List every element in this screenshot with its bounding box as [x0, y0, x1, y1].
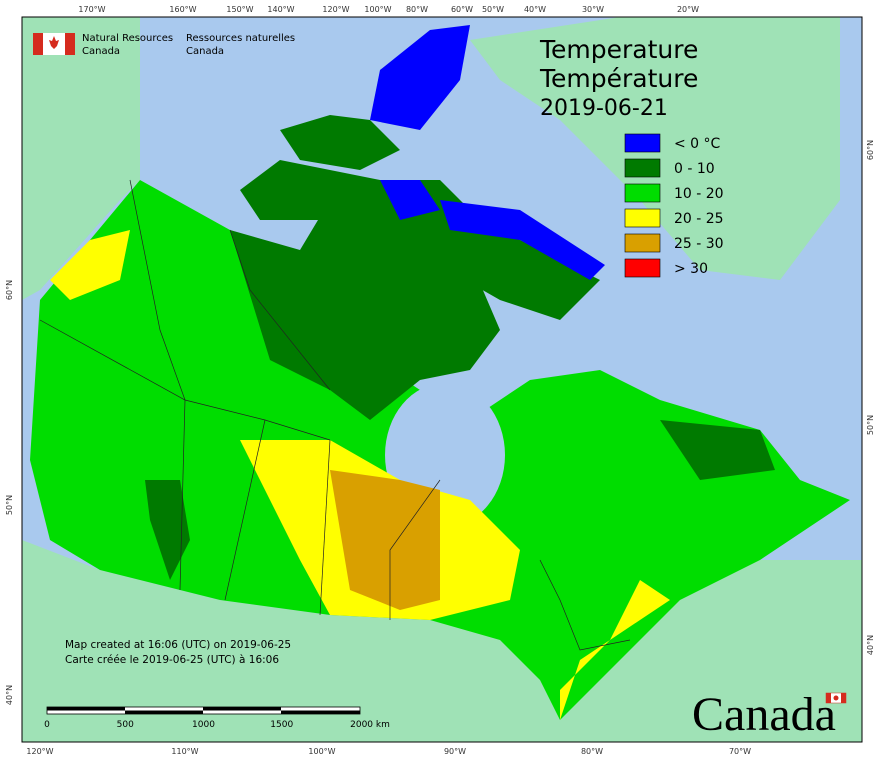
scale-labels: 0 500 1000 1500 2000 km: [44, 720, 390, 730]
legend-swatch: [624, 208, 661, 228]
legend-label: 0 - 10: [674, 161, 715, 177]
boundary: [229, 229, 331, 391]
latitude-label: 40°N: [866, 635, 875, 655]
zone-20-25: [50, 230, 130, 300]
longitude-label: 70°W: [729, 747, 751, 756]
boundary: [389, 479, 441, 620]
zone-0-10: [145, 480, 190, 580]
longitude-label: 170°W: [78, 5, 105, 14]
nrcan-logo: Natural Resources Canada Ressources natu…: [33, 33, 295, 57]
org-name: Canada: [82, 46, 120, 57]
longitude-label: 90°W: [444, 747, 466, 756]
scale-label: 2000 km: [350, 720, 390, 730]
scale-bar-segment: [47, 707, 125, 711]
org-name: Canada: [186, 46, 224, 57]
legend-label: 20 - 25: [674, 211, 724, 227]
legend-swatch: [624, 183, 661, 203]
footnote: Map created at 16:06 (UTC) on 2019-06-25: [65, 639, 291, 651]
legend-swatch: [624, 158, 661, 178]
zone-0-10: [240, 160, 600, 320]
longitude-label: 50°W: [482, 5, 504, 14]
legend-label: > 30: [674, 261, 708, 277]
latitude-label: 60°N: [5, 280, 14, 300]
legend-label: 25 - 30: [674, 236, 724, 252]
longitude-label: 80°W: [581, 747, 603, 756]
wordmark-flag-band: [826, 693, 831, 703]
footnote: Carte créée le 2019-06-25 (UTC) à 16:06: [65, 654, 279, 666]
title: Température: [539, 64, 698, 93]
zone-20-25: [560, 580, 670, 720]
longitude-label: 140°W: [267, 5, 294, 14]
longitude-label: 100°W: [308, 747, 335, 756]
longitude-label: 150°W: [226, 5, 253, 14]
longitude-label: 160°W: [169, 5, 196, 14]
boundary: [129, 179, 186, 401]
longitude-label: 20°W: [677, 5, 699, 14]
boundary: [539, 559, 631, 651]
scale-bar-segment: [281, 710, 360, 714]
zone-below-0: [440, 200, 605, 280]
legend-label: 10 - 20: [674, 186, 724, 202]
wordmark: Canada: [692, 688, 836, 741]
longitude-label: 80°W: [406, 5, 428, 14]
legend-swatch: [624, 258, 661, 278]
longitude-label: 60°W: [451, 5, 473, 14]
map-frame: [21, 16, 863, 743]
zone-0-10: [280, 115, 400, 170]
latitude-label: 50°N: [866, 415, 875, 435]
zone-below-0: [380, 180, 440, 220]
scale-label: 0: [44, 720, 50, 730]
maple-leaf: [49, 36, 59, 49]
zone-0-10: [660, 420, 775, 480]
boundary: [319, 439, 331, 616]
boundary: [224, 419, 266, 601]
scale-label: 1500: [270, 720, 293, 730]
zone-25-30: [330, 470, 440, 610]
wordmark-flag-band: [841, 693, 846, 703]
boundary: [179, 399, 186, 591]
boundary: [39, 319, 331, 441]
wordmark-leaf: [833, 695, 839, 701]
longitude-label: 120°W: [322, 5, 349, 14]
latitude-label: 40°N: [5, 685, 14, 705]
title: Temperature: [539, 35, 698, 64]
scale-bar-segment: [203, 707, 281, 711]
org-name: Ressources naturelles: [186, 33, 295, 44]
legend-swatch: [624, 233, 661, 253]
flag-band: [65, 33, 75, 55]
graticule-labels: 170°W 160°W 150°W 140°W 120°W 100°W 80°W 60°W 50…: [5, 5, 875, 756]
legend-label: < 0 °C: [674, 136, 721, 152]
latitude-label: 50°N: [5, 495, 14, 515]
scale-label: 500: [117, 720, 134, 730]
date: 2019-06-21: [540, 96, 668, 121]
legend: < 0 °C 0 - 10 10 - 20 20 - 25 25 - 30 > 30: [624, 133, 724, 278]
latitude-label: 60°N: [866, 140, 875, 160]
scale-bar: [46, 706, 361, 715]
scale-label: 1000: [192, 720, 215, 730]
longitude-label: 120°W: [26, 747, 53, 756]
alaska: [22, 17, 140, 300]
longitude-label: 40°W: [524, 5, 546, 14]
longitude-label: 100°W: [364, 5, 391, 14]
org-name: Natural Resources: [82, 33, 173, 44]
flag-band: [33, 33, 43, 55]
longitude-label: 110°W: [171, 747, 198, 756]
zone-below-0: [370, 25, 470, 130]
scale-bar-segment: [125, 710, 203, 714]
longitude-label: 30°W: [582, 5, 604, 14]
legend-swatch: [624, 133, 661, 153]
